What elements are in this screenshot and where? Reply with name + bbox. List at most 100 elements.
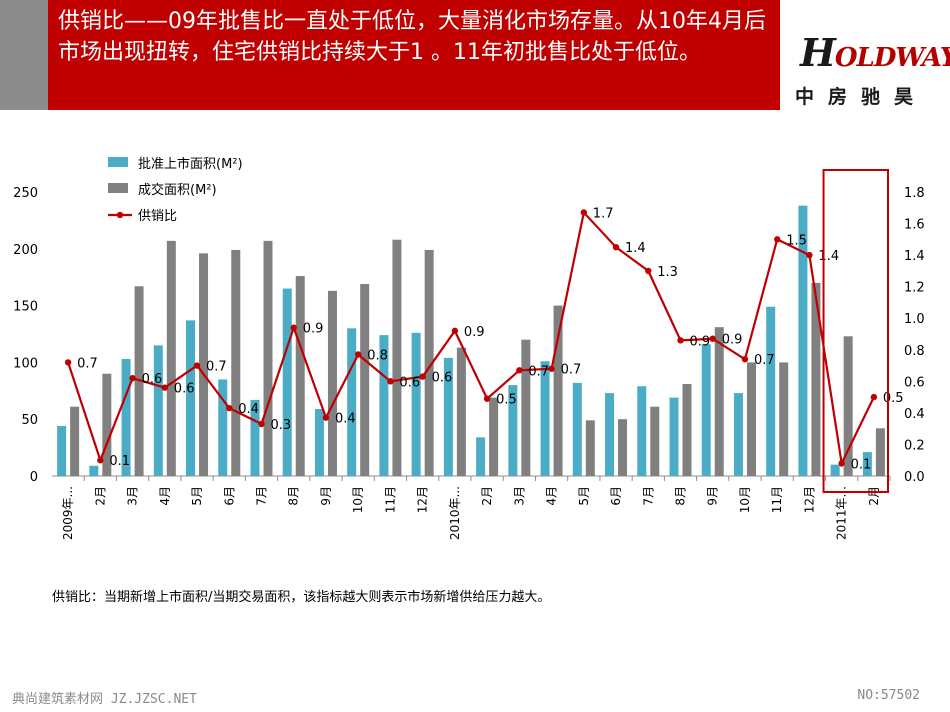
bar-transacted-area [102,373,112,476]
ratio-data-label: 0.7 [528,364,549,379]
x-tick-label: 5月 [190,486,204,506]
ratio-data-label: 0.1 [851,457,872,472]
bar-approved-area [701,344,711,476]
bar-approved-area [121,358,131,476]
bar-approved-area [379,335,389,476]
ratio-point [258,420,265,428]
y-left-tick-label: 50 [21,413,38,428]
ratio-data-label: 0.6 [142,372,163,387]
ratio-point [548,365,555,372]
bar-approved-area [347,328,357,476]
y-left-tick-label: 0 [30,470,38,485]
legend-line-marker [116,211,124,219]
ratio-point [354,351,362,358]
ratio-data-label: 0.6 [174,382,195,397]
bar-approved-area [218,379,228,476]
ratio-data-label: 1.4 [818,249,839,264]
ratio-point [709,335,716,342]
x-tick-label: 7月 [641,486,655,506]
ratio-data-label: 0.7 [77,356,98,371]
ratio-point [806,251,813,259]
chart-footnote: 供销比：当期新增上市面积/当期交易面积，该指标越大则表示市场新增供给压力越大。 [52,590,551,605]
supply-sales-chart: 0 50 100 150 200 250 0.0 0.2 0.4 0.6 0.8 1.0 1.2 1.4 1… [13,156,925,540]
y-left-tick-label: 250 [13,186,38,201]
ratio-point [677,337,684,344]
ratio-point [193,362,201,369]
bar-approved-area [766,306,776,476]
y-right-tick-label: 1.0 [904,312,925,327]
bar-transacted-area [714,327,724,476]
y-right-tick-label: 1.6 [904,218,925,233]
x-tick-label: 4月 [158,486,172,506]
bar-approved-area [830,464,840,476]
y-right-tick-label: 0.0 [904,470,925,485]
bar-approved-area [282,288,292,476]
x-tick-label: 3月 [126,486,140,506]
logo-initial: H [800,30,836,75]
y-right-tick-label: 0.2 [904,438,925,453]
bar-approved-area [862,452,872,476]
ratio-point [322,414,330,421]
bar-approved-area [669,397,679,476]
bar-approved-area [637,386,647,476]
ratio-point [226,404,233,412]
x-tick-label: 9月 [706,486,720,506]
bar-transacted-area [360,284,370,476]
watermark-number: NO:57502 [857,688,920,703]
bar-transacted-area [424,249,434,476]
bar-transacted-area [875,428,885,476]
ratio-point [870,393,878,401]
bar-transacted-area [489,397,499,476]
ratio-point [387,378,394,385]
bar-transacted-area [263,240,273,476]
ratio-data-label: 0.7 [561,363,582,378]
bar-approved-area [476,437,486,476]
ratio-point [773,236,781,243]
legend-label: 批准上市面积(M²) [138,156,243,172]
bar-approved-area [57,426,67,476]
bar-transacted-area [843,336,853,476]
x-tick-label: 2月 [867,486,881,506]
ratio-point [290,324,297,331]
bar-approved-area [314,408,324,476]
ratio-data-label: 0.6 [432,371,453,386]
bar-approved-area [572,382,582,476]
bar-approved-area [250,399,260,476]
bar-transacted-area [231,249,241,476]
ratio-point [97,457,104,464]
ratio-data-label: 0.5 [883,391,904,406]
x-tick-label: 11月 [770,486,784,513]
bar-transacted-area [295,276,305,476]
x-tick-label: 8月 [287,486,301,506]
bar-transacted-area [585,420,595,476]
ratio-data-label: 0.1 [109,454,130,469]
ratio-point [580,209,588,216]
ratio-point [419,373,426,380]
logo-chinese-text: 中房驰昊 [795,86,928,108]
bar-transacted-area [746,362,756,476]
bar-approved-area [89,465,99,476]
ratio-point [161,384,169,391]
x-tick-label: 10月 [738,486,752,513]
bar-transacted-area [618,419,628,476]
x-tick-label: 2009年... [61,486,75,540]
x-tick-label: 4月 [545,486,559,506]
x-tick-label: 10月 [351,486,365,513]
legend-swatch [108,157,128,167]
x-tick-label: 2011年... [835,486,849,540]
y-right-tick-label: 1.2 [904,281,925,296]
x-tick-label: 9月 [319,486,333,506]
logo-rest: OLDWAYS [834,43,950,73]
y-right-tick-label: 0.4 [904,407,925,422]
logo [782,0,950,110]
ratio-data-label: 0.6 [399,375,420,390]
bar-transacted-area [199,253,209,476]
bar-approved-area [411,332,421,476]
bar-transacted-area [811,282,821,476]
ratio-data-label: 1.5 [786,233,807,248]
bar-transacted-area [166,240,176,476]
legend-label: 供销比 [138,209,177,224]
y-right-tick-label: 0.6 [904,375,925,390]
page-title: 供销比——09年批售比一直处于低位，大量消化市场存量。从10年4月后市场出现扭转… [58,9,766,65]
ratio-line [67,210,875,468]
